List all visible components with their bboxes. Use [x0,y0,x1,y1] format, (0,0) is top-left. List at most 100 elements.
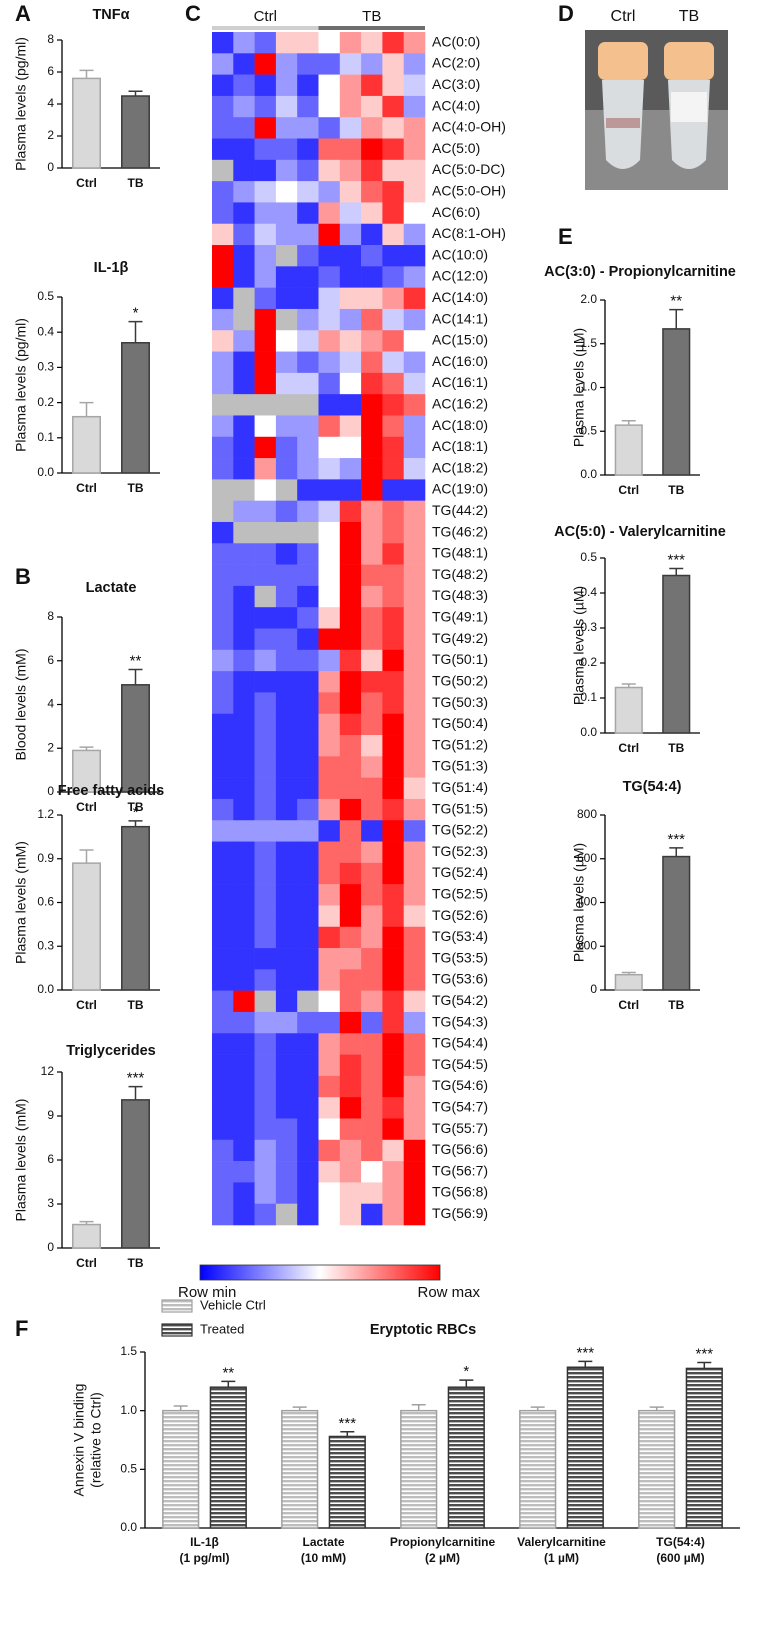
heatmap-cell [318,841,341,864]
heatmap-cell [403,245,426,267]
heatmap-cell [318,95,341,118]
heatmap-cell [318,1033,341,1055]
heatmap-cell [254,202,277,225]
heatmap-cell [361,266,383,288]
heatmap-cell [382,202,404,225]
heatmap-cell [297,479,319,501]
y-axis-label: Plasma levels (µM) [571,328,587,447]
heatmap-cell [297,1075,319,1098]
heatmap-cell [297,202,319,225]
heatmap-cell [275,74,298,97]
heatmap-cell [382,138,404,161]
heatmap-cell [339,117,362,139]
heatmap-cell [403,820,426,842]
heatmap-cell [254,905,277,928]
heatmap-cell [212,330,234,352]
heatmap-cell [339,32,362,54]
heatmap-cell [212,415,234,438]
heatmap-cell [403,521,426,544]
bar [121,825,150,991]
heatmap-cell [403,479,426,501]
heatmap-cell [382,415,404,438]
heatmap-cell [254,1075,277,1098]
heatmap-cell [339,287,362,310]
bar [121,342,150,474]
x-tick-label: TB [128,1256,144,1270]
chart-title: AC(3:0) - Propionylcarnitine [544,264,736,280]
heatmap-cell [339,351,362,374]
bar [685,1367,723,1529]
heatmap-cell [254,117,277,139]
heatmap-cell [275,926,298,949]
row-label: TG(48:2) [432,566,488,582]
heatmap-cell [403,1075,426,1098]
heatmap-cell [318,330,341,352]
heatmap-cell [212,607,234,629]
heatmap-cell [233,1011,255,1034]
heatmap-cell [403,308,426,331]
heatmap-cell [382,1011,404,1034]
error-bar [128,90,143,96]
error-bar [459,1379,474,1388]
heatmap-cell [318,287,341,310]
heatmap-cell [275,628,298,651]
heatmap-cell [382,607,404,629]
y-axis-label: Annexin V binding [71,1384,87,1497]
heatmap-cell [403,415,426,438]
x-tick-label: TG(54:4) [656,1535,705,1549]
heatmap-cell [403,266,426,288]
bar [121,1099,150,1249]
bar [662,328,691,476]
y-tick-label: 9 [47,1108,54,1122]
row-label: TG(52:5) [432,885,488,901]
heatmap-cell [339,756,362,778]
bar [72,415,101,474]
y-tick-label: 0.4 [37,324,54,338]
heatmap-cell [361,564,383,587]
colorbar-min-label: Row min [178,1284,236,1301]
heatmap-cell [275,181,298,203]
heatmap-cell [275,862,298,885]
heatmap-cell [382,585,404,608]
heatmap-cell [212,777,234,800]
heatmap-cell [382,53,404,75]
heatmap-cell [382,32,404,54]
heatmap-cell [339,543,362,565]
heatmap-cell [361,607,383,629]
heatmap-cell [339,820,362,842]
heatmap-cell [212,1033,234,1055]
y-tick-label: 1.5 [580,336,597,350]
heatmap-cell [212,564,234,587]
heatmap-cell [297,543,319,565]
heatmap-cell [297,905,319,928]
heatmap-cell [212,820,234,842]
heatmap-cell [339,905,362,928]
error-bar [128,320,143,343]
heatmap-cell [212,969,234,991]
heatmap-cell [212,500,234,523]
x-tick-sublabel: (1 µM) [544,1551,579,1565]
heatmap-cell [382,1203,404,1226]
heatmap-cell [254,245,277,267]
chart-title: AC(5:0) - Valerylcarnitine [554,524,726,540]
heatmap-cell [339,777,362,800]
x-tick-label: Lactate [302,1535,344,1549]
heatmap-cell [403,543,426,565]
heatmap-cell [382,223,404,246]
y-tick-label: 0.5 [120,1462,137,1476]
significance-label: ** [222,1364,234,1381]
x-tick-label: IL-1β [190,1535,219,1549]
x-tick-label: TB [668,483,684,497]
heatmap-cell [212,458,234,480]
heatmap-cell [339,948,362,970]
heatmap-cell [361,308,383,331]
row-label: TG(53:4) [432,928,488,944]
legend-swatch [161,1323,193,1337]
heatmap-cell [403,1011,426,1034]
heatmap-cell [361,820,383,842]
heatmap-cell [318,1203,341,1226]
heatmap-cell [233,394,255,416]
heatmap-cell [233,266,255,288]
y-tick-label: 400 [577,895,597,909]
heatmap-cell [212,798,234,821]
